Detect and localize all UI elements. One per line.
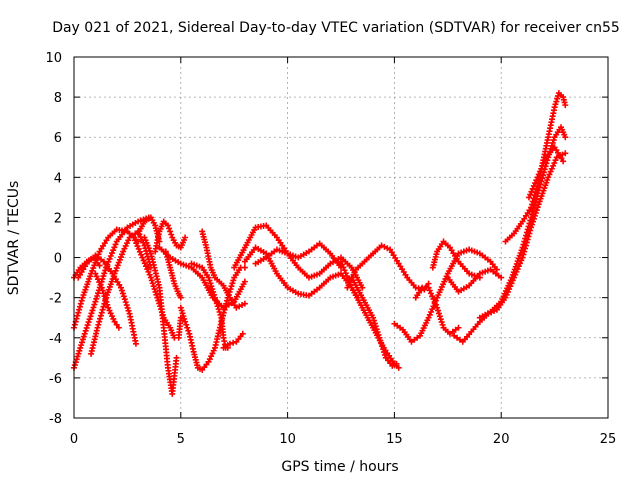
axis-ticks [73, 56, 609, 419]
y-tick-label: 8 [54, 91, 62, 106]
data-point-markers [348, 274, 400, 369]
x-tick-label: 20 [493, 432, 510, 447]
data-series [71, 90, 569, 397]
data-point-markers [412, 284, 462, 337]
y-tick-label: 6 [54, 131, 62, 146]
data-point-markers [344, 242, 432, 293]
y-tick-label: 4 [54, 171, 62, 186]
sat-track-1 [71, 214, 152, 371]
data-point-markers [199, 228, 248, 311]
data-point-markers [92, 270, 122, 331]
y-tick-label: -6 [49, 372, 62, 387]
y-tick-label: 2 [54, 211, 62, 226]
sat-track-16 [220, 330, 246, 351]
data-point-markers [525, 144, 567, 201]
y-axis-label: SDTVAR / TECUs [6, 181, 22, 296]
sat-track-18 [241, 244, 362, 301]
x-tick-label: 0 [70, 432, 78, 447]
sat-track-15 [199, 228, 248, 311]
chart-title: Day 021 of 2021, Sidereal Day-to-day VTE… [52, 20, 620, 36]
y-tick-label: 10 [45, 51, 62, 66]
x-tick-label: 15 [386, 432, 403, 447]
y-tick-label: 0 [54, 252, 62, 267]
series-line [453, 152, 566, 343]
sat-track-25 [429, 238, 483, 281]
data-point-markers [231, 222, 344, 271]
y-tick-label: -2 [49, 292, 62, 307]
x-axis-label: GPS time / hours [281, 459, 398, 475]
data-point-markers [391, 246, 500, 345]
sat-track-21 [348, 274, 400, 369]
data-point-markers [141, 234, 180, 397]
sat-track-10 [152, 218, 189, 255]
x-tick-label: 5 [177, 432, 185, 447]
data-point-markers [220, 330, 246, 351]
sat-track-30 [525, 144, 567, 201]
data-point-markers [429, 238, 483, 281]
sat-track-23 [391, 246, 500, 345]
data-point-markers [152, 218, 189, 255]
y-tick-label: -8 [49, 412, 62, 427]
x-tick-label: 10 [279, 432, 296, 447]
data-point-markers [188, 260, 231, 351]
y-tick-label: -4 [49, 332, 62, 347]
sat-track-12 [177, 264, 248, 373]
y-tick-labels: -8 -6 -4 -2 0 2 4 6 8 10 [45, 51, 62, 427]
data-point-markers [177, 264, 248, 373]
sat-track-6 [92, 270, 122, 331]
plot-frame [73, 56, 609, 419]
sat-track-24 [412, 284, 462, 337]
sat-track-22 [344, 242, 432, 293]
x-tick-label: 25 [600, 432, 617, 447]
sat-track-9 [141, 234, 180, 397]
x-tick-labels: 0 5 10 15 20 25 [70, 432, 616, 447]
data-point-markers [444, 266, 505, 295]
sat-track-26 [444, 266, 505, 295]
